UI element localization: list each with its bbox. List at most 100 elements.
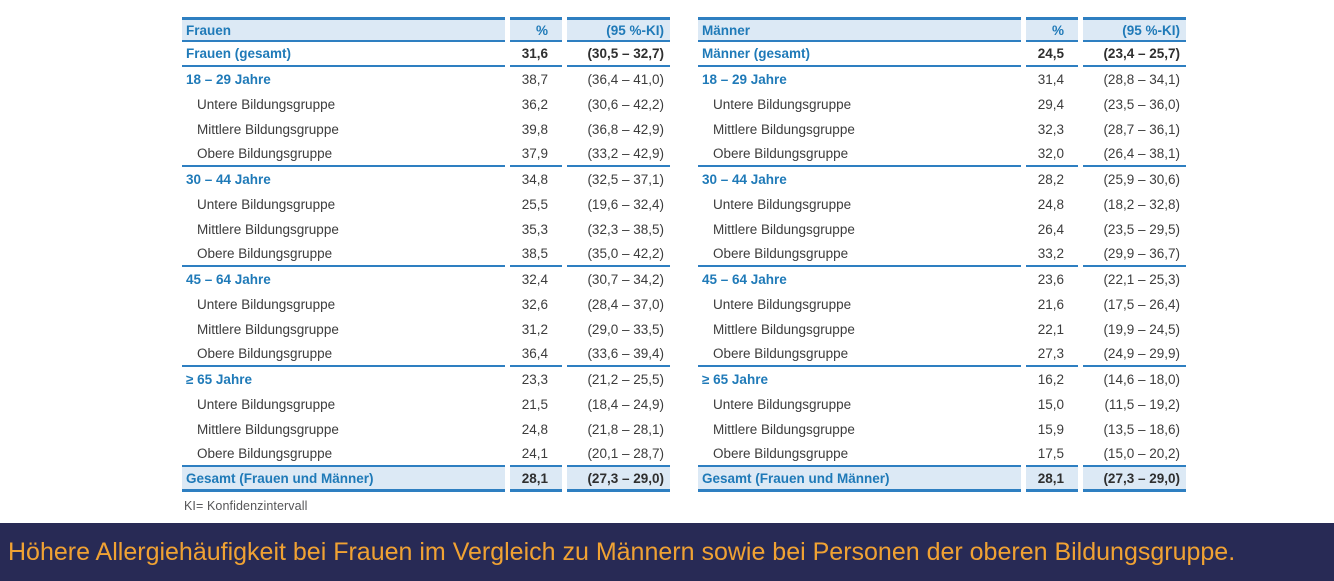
cell-pct: 31,6 — [510, 42, 562, 67]
cell-label: Mittlere Bildungsgruppe — [197, 222, 339, 237]
cell-ci: (15,0 – 20,2) — [1083, 442, 1186, 467]
cell-label: Mittlere Bildungsgruppe — [713, 322, 855, 337]
cell-pct: 32,0 — [1026, 142, 1078, 167]
cell-pct: 15,9 — [1037, 422, 1064, 437]
cell-ci: (30,5 – 32,7) — [567, 42, 670, 67]
cell-ci: (19,6 – 32,4) — [587, 197, 664, 212]
cell-ci: (26,4 – 38,1) — [1083, 142, 1186, 167]
cell-ci: (20,1 – 28,7) — [567, 442, 670, 467]
cell-pct: 38,7 — [521, 72, 548, 87]
cell-label: 18 – 29 Jahre — [186, 72, 271, 87]
cell-ci: (27,3 – 29,0) — [567, 467, 670, 492]
cell-label: Untere Bildungsgruppe — [713, 297, 852, 312]
cell-ci: (28,8 – 34,1) — [1103, 72, 1180, 87]
cell-ci: (27,3 – 29,0) — [1083, 467, 1186, 492]
cell-ci: (28,7 – 36,1) — [1103, 122, 1180, 137]
cell-label: Mittlere Bildungsgruppe — [197, 322, 339, 337]
table-maenner: Männer% (95 %-KI) Männer (gesamt) 24,5 (23,4… — [698, 17, 1186, 492]
cell-ci: (21,2 – 25,5) — [587, 372, 664, 387]
cell-pct: 27,3 — [1026, 342, 1078, 367]
cell-label: Mittlere Bildungsgruppe — [197, 122, 339, 137]
cell-ci: (95 %-KI) — [567, 17, 670, 42]
cell-pct: 15,0 — [1037, 397, 1064, 412]
cell-ci: (35,0 – 42,2) — [567, 242, 670, 267]
cell-pct: 36,2 — [521, 97, 548, 112]
cell-pct: 28,1 — [510, 467, 562, 492]
cell-label: 45 – 64 Jahre — [186, 272, 271, 287]
cell-ci: (33,2 – 42,9) — [567, 142, 670, 167]
cell-label: Obere Bildungsgruppe — [698, 342, 1021, 367]
cell-pct: 22,1 — [1037, 322, 1064, 337]
summary-banner-text: Höhere Allergiehäufigkeit bei Frauen im … — [8, 538, 1236, 566]
cell-label: Obere Bildungsgruppe — [698, 442, 1021, 467]
cell-ci: (32,3 – 38,5) — [587, 222, 664, 237]
cell-label: Obere Bildungsgruppe — [182, 342, 505, 367]
cell-ci: (18,4 – 24,9) — [587, 397, 664, 412]
cell-label: Mittlere Bildungsgruppe — [713, 422, 855, 437]
cell-label: Mittlere Bildungsgruppe — [713, 122, 855, 137]
cell-label: Untere Bildungsgruppe — [713, 397, 852, 412]
cell-ci: (24,9 – 29,9) — [1083, 342, 1186, 367]
cell-label: Untere Bildungsgruppe — [197, 197, 336, 212]
cell-pct: 28,1 — [1026, 467, 1078, 492]
cell-label: 45 – 64 Jahre — [702, 272, 787, 287]
cell-pct: 25,5 — [521, 197, 548, 212]
cell-pct: 28,2 — [1037, 172, 1064, 187]
cell-pct: 21,5 — [521, 397, 548, 412]
cell-label: Untere Bildungsgruppe — [197, 97, 336, 112]
cell-ci: (29,0 – 33,5) — [587, 322, 664, 337]
cell-ci: (23,5 – 29,5) — [1103, 222, 1180, 237]
cell-pct: % — [510, 17, 562, 42]
cell-pct: 26,4 — [1037, 222, 1064, 237]
cell-label: Mittlere Bildungsgruppe — [197, 422, 339, 437]
cell-label: Mittlere Bildungsgruppe — [713, 222, 855, 237]
cell-label: ≥ 65 Jahre — [702, 372, 768, 387]
cell-pct: 36,4 — [510, 342, 562, 367]
cell-label: 18 – 29 Jahre — [702, 72, 787, 87]
cell-label: ≥ 65 Jahre — [186, 372, 252, 387]
cell-ci: (25,9 – 30,6) — [1103, 172, 1180, 187]
cell-ci: (17,5 – 26,4) — [1103, 297, 1180, 312]
cell-ci: (30,7 – 34,2) — [587, 272, 664, 287]
cell-label: Obere Bildungsgruppe — [698, 142, 1021, 167]
cell-ci: (23,5 – 36,0) — [1103, 97, 1180, 112]
cell-pct: 23,3 — [521, 372, 548, 387]
cell-label: Untere Bildungsgruppe — [197, 397, 336, 412]
cell-label: Obere Bildungsgruppe — [182, 142, 505, 167]
cell-ci: (11,5 – 19,2) — [1104, 397, 1180, 412]
cell-pct: 39,8 — [521, 122, 548, 137]
cell-label: Obere Bildungsgruppe — [182, 442, 505, 467]
cell-ci: (36,4 – 41,0) — [587, 72, 664, 87]
cell-pct: 33,2 — [1026, 242, 1078, 267]
cell-pct: 31,4 — [1037, 72, 1064, 87]
cell-ci: (30,6 – 42,2) — [587, 97, 664, 112]
cell-pct: 23,6 — [1037, 272, 1064, 287]
cell-label: Untere Bildungsgruppe — [713, 97, 852, 112]
cell-pct: 32,6 — [521, 297, 548, 312]
cell-pct: 32,4 — [521, 272, 548, 287]
cell-ci: (36,8 – 42,9) — [587, 122, 664, 137]
cell-pct: 24,8 — [521, 422, 548, 437]
cell-label: Frauen — [182, 17, 505, 42]
cell-ci: (14,6 – 18,0) — [1103, 372, 1180, 387]
cell-ci: (13,5 – 18,6) — [1103, 422, 1180, 437]
table-frauen: Frauen% (95 %-KI) Frauen (gesamt) 31,6 (30,5… — [182, 17, 670, 492]
cell-pct: % — [1026, 17, 1078, 42]
confidence-interval-footnote: KI= Konfidenzintervall — [184, 499, 308, 513]
cell-label: Obere Bildungsgruppe — [698, 242, 1021, 267]
cell-pct: 16,2 — [1037, 372, 1064, 387]
cell-pct: 29,4 — [1037, 97, 1064, 112]
cell-ci: (33,6 – 39,4) — [567, 342, 670, 367]
cell-ci: (23,4 – 25,7) — [1083, 42, 1186, 67]
cell-pct: 17,5 — [1026, 442, 1078, 467]
cell-pct: 32,3 — [1037, 122, 1064, 137]
cell-pct: 21,6 — [1037, 297, 1064, 312]
cell-ci: (19,9 – 24,5) — [1103, 322, 1180, 337]
cell-pct: 37,9 — [510, 142, 562, 167]
cell-pct: 34,8 — [521, 172, 548, 187]
cell-label: Untere Bildungsgruppe — [197, 297, 336, 312]
cell-pct: 35,3 — [521, 222, 548, 237]
cell-label: Männer (gesamt) — [698, 42, 1021, 67]
cell-pct: 24,8 — [1037, 197, 1064, 212]
